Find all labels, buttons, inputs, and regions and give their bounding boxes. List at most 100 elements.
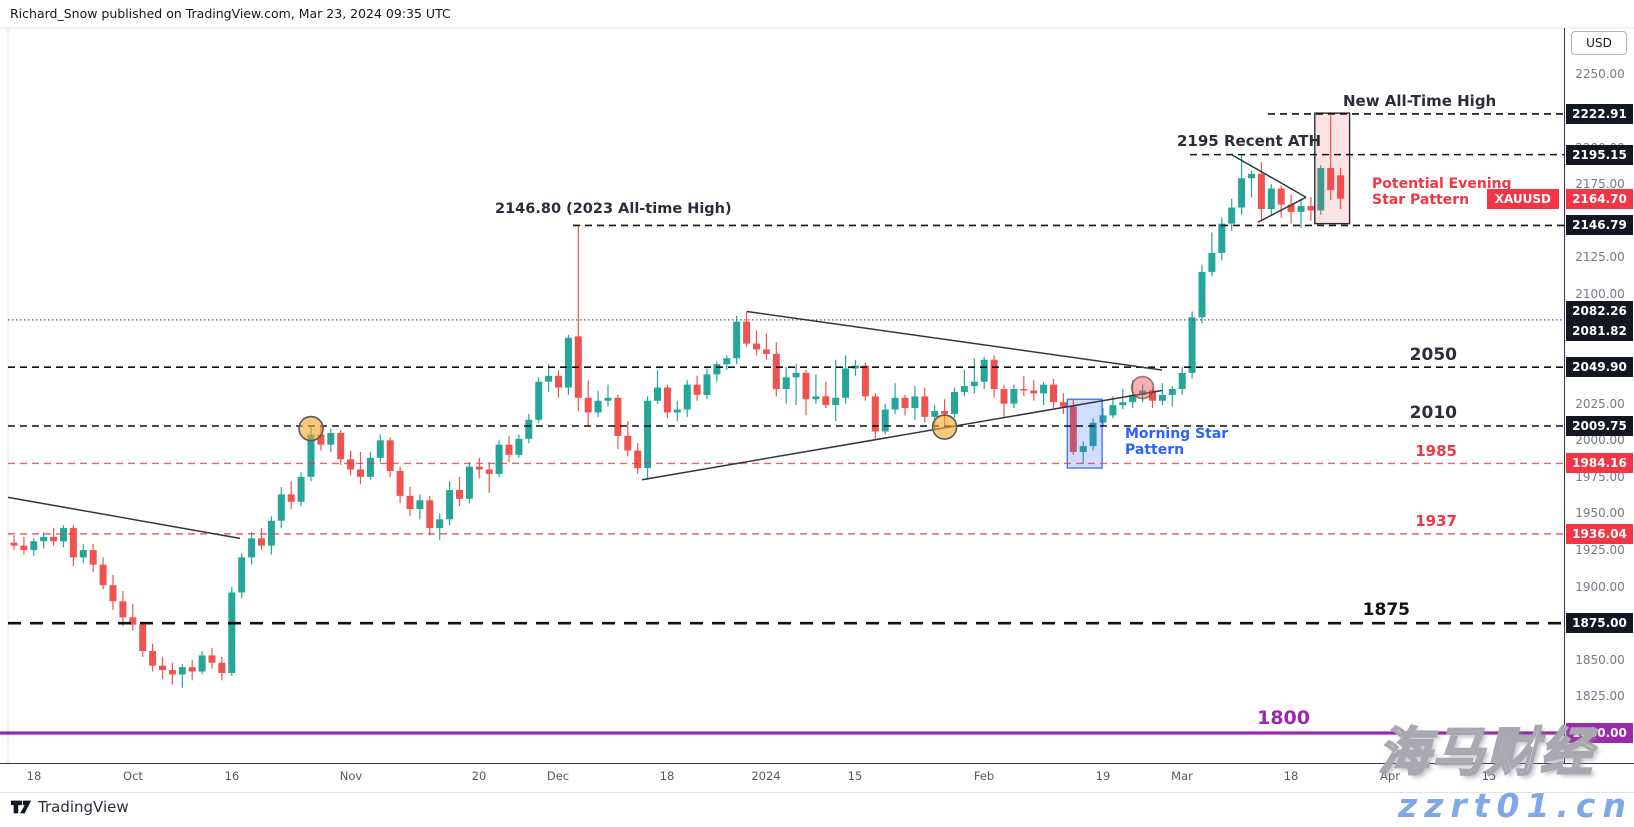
candle-body [891, 397, 899, 410]
price-badge: 2146.79 [1566, 215, 1633, 236]
candle-body [1178, 372, 1186, 390]
candle-body [347, 459, 355, 470]
candle-body [921, 396, 929, 417]
candle-body [1218, 223, 1226, 253]
watermark-chinese: 海马财经 [1377, 722, 1595, 784]
candle-body [119, 601, 127, 618]
candle-body [812, 396, 820, 400]
x-axis-tick-label: 18 [26, 769, 42, 783]
level-label-1800: 1800 [1257, 707, 1310, 730]
candle-body [327, 432, 335, 445]
candle-body [683, 384, 691, 410]
candle-body [525, 419, 533, 439]
annotation-evening-star: Potential Evening Star Pattern [1372, 176, 1512, 208]
candle-body [1307, 206, 1315, 211]
candle-body [475, 466, 483, 470]
level-label-1937: 1937 [1415, 512, 1457, 531]
price-axis-label: 1925.00 [1575, 543, 1625, 558]
x-axis-tick-label: 16 [224, 769, 240, 783]
x-axis-tick-label: Nov [339, 769, 363, 783]
level-label-1875: 1875 [1362, 600, 1410, 621]
candle-body [406, 495, 414, 510]
price-axis-label: 2175.00 [1575, 177, 1625, 192]
candle-body [208, 655, 216, 663]
candle-body [1030, 390, 1038, 394]
candle-body [396, 470, 404, 496]
price-badge: 1984.16 [1566, 453, 1633, 474]
price-badge: 1936.04 [1566, 523, 1633, 544]
candle-body [159, 665, 166, 671]
candle-body [1297, 206, 1305, 212]
candle-body [852, 365, 859, 369]
candle-body [762, 349, 770, 354]
candle-body [30, 541, 38, 551]
candle-body [931, 410, 939, 417]
candle-body [129, 617, 137, 625]
candle-body [1327, 168, 1335, 190]
x-axis-tick-label: 15 [847, 769, 863, 783]
price-badge: 1875.00 [1566, 613, 1633, 634]
candle-body [1168, 389, 1176, 395]
candle-body [654, 387, 661, 401]
price-axis-label: 2025.00 [1575, 396, 1625, 411]
candle-body [535, 381, 543, 420]
candle-body [109, 585, 117, 602]
date-axis[interactable]: 18 Oct 16 Nov 20 Dec 18 2024 15 Feb 19 Mar 18 Apr 15 [0, 763, 1634, 793]
candle-body [1267, 188, 1275, 209]
candle-body [228, 592, 236, 673]
currency-toggle-button[interactable]: USD [1571, 31, 1627, 55]
candle-body [1020, 389, 1028, 391]
candle-body [911, 396, 919, 409]
x-axis-tick-label: 2024 [751, 769, 781, 783]
candle-body [1040, 384, 1048, 394]
price-badge: 2195.15 [1566, 144, 1633, 165]
circle-marker [298, 415, 324, 442]
candle-body [416, 500, 424, 510]
candle-body [357, 469, 364, 477]
candle-body [1198, 271, 1206, 318]
tradingview-logo[interactable]: TradingView [10, 798, 129, 816]
candle-body [1149, 390, 1156, 401]
candle-body [713, 364, 721, 375]
candle-body [881, 409, 889, 432]
candle-body [1208, 252, 1216, 272]
x-axis-tick-label: Apr [1380, 769, 1400, 783]
circle-marker [1130, 375, 1155, 400]
candle-body [861, 365, 869, 397]
candle-body [970, 381, 978, 387]
candle-body [673, 409, 681, 413]
candle-body [277, 494, 285, 521]
candle-body [1287, 204, 1295, 212]
x-axis-tick-label: Mar [1171, 769, 1193, 783]
annotation-recent-ath: 2195 Recent ATH [1177, 132, 1322, 150]
price-axis-label: 1950.00 [1575, 506, 1625, 521]
candle-body [1119, 402, 1127, 406]
candle-body [287, 494, 295, 502]
candle-body [10, 542, 18, 546]
candle-body [258, 538, 265, 546]
candle-body [555, 375, 562, 388]
price-axis[interactable]: 2250.002225.002200.002175.002150.002125.… [1564, 28, 1634, 763]
candle-body [307, 434, 315, 477]
candle-body [604, 397, 612, 401]
candle-body [1337, 175, 1345, 199]
candle-body [1079, 446, 1087, 452]
watermark-url: zzrt01.cn [1398, 786, 1633, 825]
candle-body [485, 469, 493, 474]
candle-body [842, 368, 850, 398]
price-badge: 1800.00 [1566, 723, 1633, 743]
candle-body [564, 337, 572, 388]
candle-body [238, 557, 246, 593]
candle-body [297, 476, 305, 502]
candle-body [1129, 394, 1137, 403]
pattern-highlight-box [1066, 398, 1103, 469]
price-badge: 2082.26 [1566, 301, 1633, 321]
candle-body [584, 397, 592, 413]
candle-body [1248, 173, 1255, 179]
candle-body [802, 372, 810, 400]
publish-byline: Richard_Snow published on TradingView.co… [10, 6, 451, 21]
trendline [7, 496, 241, 540]
x-axis-tick-label: 19 [1095, 769, 1111, 783]
